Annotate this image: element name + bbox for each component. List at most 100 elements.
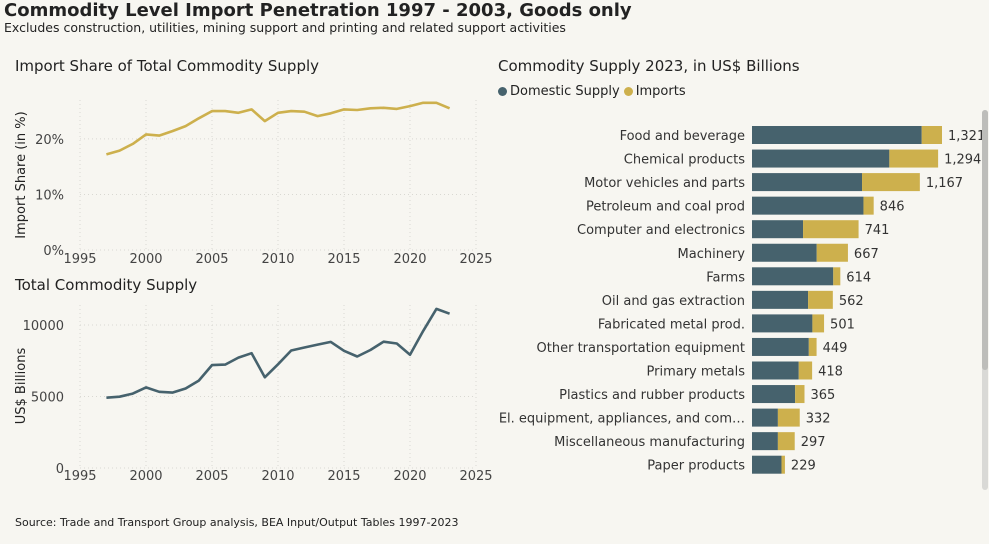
share-data-point bbox=[277, 112, 279, 114]
share-data-point bbox=[356, 109, 358, 111]
bar-total-label: 614 bbox=[846, 270, 871, 285]
supply-series-line bbox=[106, 307, 451, 399]
supply-data-point bbox=[369, 349, 371, 351]
bar-imports bbox=[795, 385, 805, 404]
scrollbar-thumb[interactable] bbox=[982, 110, 988, 370]
supply-x-tick-label: 2010 bbox=[261, 469, 294, 484]
bar-category-label: Petroleum and coal prod bbox=[586, 200, 745, 215]
share-x-tick-label: 2005 bbox=[195, 252, 228, 267]
bar-domestic bbox=[752, 196, 864, 215]
supply-data-point bbox=[303, 346, 305, 348]
share-data-point bbox=[369, 107, 371, 109]
supply-x-tick-label: 1995 bbox=[63, 469, 96, 484]
supply-data-point bbox=[237, 356, 239, 358]
supply-data-point bbox=[132, 392, 134, 394]
bar-imports bbox=[808, 290, 833, 309]
supply-data-point bbox=[448, 313, 450, 315]
bar-category-label: Oil and gas extraction bbox=[602, 294, 745, 309]
legend-label-domestic: Domestic Supply bbox=[510, 84, 620, 99]
share-x-tick-label: 2025 bbox=[459, 252, 492, 267]
bar-total-label: 846 bbox=[880, 200, 905, 215]
bar-imports bbox=[889, 149, 939, 168]
bar-total-label: 501 bbox=[830, 317, 855, 332]
bar-domestic bbox=[752, 385, 796, 404]
bar-total-label: 667 bbox=[854, 247, 879, 262]
bar-total-label: 365 bbox=[810, 388, 835, 403]
share-x-tick-label: 2020 bbox=[393, 252, 426, 267]
supply-data-point bbox=[105, 396, 107, 398]
share-x-tick-label: 2015 bbox=[327, 252, 360, 267]
share-data-point bbox=[184, 125, 186, 127]
supply-data-point bbox=[330, 341, 332, 343]
supply-data-point bbox=[409, 354, 411, 356]
bar-imports bbox=[863, 196, 874, 215]
bar-total-label: 1,321 bbox=[948, 129, 985, 144]
bar-domestic bbox=[752, 432, 778, 451]
supply-data-point bbox=[224, 363, 226, 365]
page-title: Commodity Level Import Penetration 1997 … bbox=[4, 0, 632, 21]
share-data-point bbox=[171, 130, 173, 132]
bar-category-label: Fabricated metal prod. bbox=[598, 317, 745, 332]
share-x-tick-label: 2000 bbox=[129, 252, 162, 267]
bar-domestic bbox=[752, 455, 782, 474]
bar-chart-legend: Domestic Supply Imports bbox=[498, 84, 690, 99]
share-data-point bbox=[448, 107, 450, 109]
bar-category-label: Motor vehicles and parts bbox=[584, 176, 745, 191]
supply-data-point bbox=[356, 355, 358, 357]
bar-total-label: 229 bbox=[791, 459, 816, 474]
supply-data-point bbox=[211, 364, 213, 366]
bar-category-label: Computer and electronics bbox=[577, 223, 745, 238]
bar-category-label: Miscellaneous manufacturing bbox=[554, 435, 745, 450]
bar-total-label: 297 bbox=[801, 435, 826, 450]
bar-domestic bbox=[752, 173, 863, 192]
share-data-point bbox=[435, 102, 437, 104]
bar-domestic bbox=[752, 337, 809, 356]
bar-imports bbox=[777, 408, 800, 427]
bar-imports bbox=[798, 361, 813, 380]
supply-y-axis-title: US$ Billions bbox=[14, 348, 29, 425]
share-data-point bbox=[330, 112, 332, 114]
share-data-point bbox=[158, 134, 160, 136]
bar-imports bbox=[803, 220, 859, 239]
supply-data-point bbox=[382, 341, 384, 343]
bar-category-label: Farms bbox=[706, 270, 745, 285]
share-data-point bbox=[409, 105, 411, 107]
bar-total-label: 418 bbox=[818, 365, 843, 380]
supply-y-tick-label: 0 bbox=[56, 462, 64, 477]
supply-data-point bbox=[158, 391, 160, 393]
bar-domestic bbox=[752, 290, 809, 309]
share-data-point bbox=[237, 112, 239, 114]
supply-data-point bbox=[171, 391, 173, 393]
share-data-point bbox=[105, 153, 107, 155]
legend-swatch-imports bbox=[623, 87, 633, 96]
bar-domestic bbox=[752, 408, 778, 427]
supply-x-tick-label: 2025 bbox=[459, 469, 492, 484]
supply-data-point bbox=[422, 330, 424, 332]
bar-domestic bbox=[752, 267, 834, 286]
supply-data-point bbox=[184, 387, 186, 389]
share-data-point bbox=[303, 110, 305, 112]
bar-domestic bbox=[752, 361, 799, 380]
share-y-tick-label: 20% bbox=[35, 133, 64, 148]
bar-domestic bbox=[752, 243, 817, 262]
bar-domestic bbox=[752, 126, 922, 144]
bar-total-label: 1,294 bbox=[944, 153, 981, 168]
bar-total-label: 1,167 bbox=[926, 176, 963, 191]
share-data-point bbox=[343, 108, 345, 110]
share-x-tick-label: 2010 bbox=[261, 252, 294, 267]
share-data-point bbox=[211, 110, 213, 112]
legend-swatch-domestic bbox=[498, 87, 507, 96]
supply-y-tick-label: 5000 bbox=[31, 391, 64, 406]
source-note: Source: Trade and Transport Group analys… bbox=[15, 516, 459, 529]
share-data-point bbox=[145, 133, 147, 135]
supply-x-tick-label: 2005 bbox=[195, 469, 228, 484]
share-y-axis-title: Import Share (in %) bbox=[14, 111, 29, 238]
supply-data-point bbox=[396, 342, 398, 344]
share-data-point bbox=[198, 117, 200, 119]
supply-data-point bbox=[343, 350, 345, 352]
share-series-line bbox=[106, 101, 451, 156]
bar-category-label: Plastics and rubber products bbox=[559, 388, 745, 403]
share-data-point bbox=[250, 108, 252, 110]
bar-category-label: Machinery bbox=[678, 247, 746, 262]
